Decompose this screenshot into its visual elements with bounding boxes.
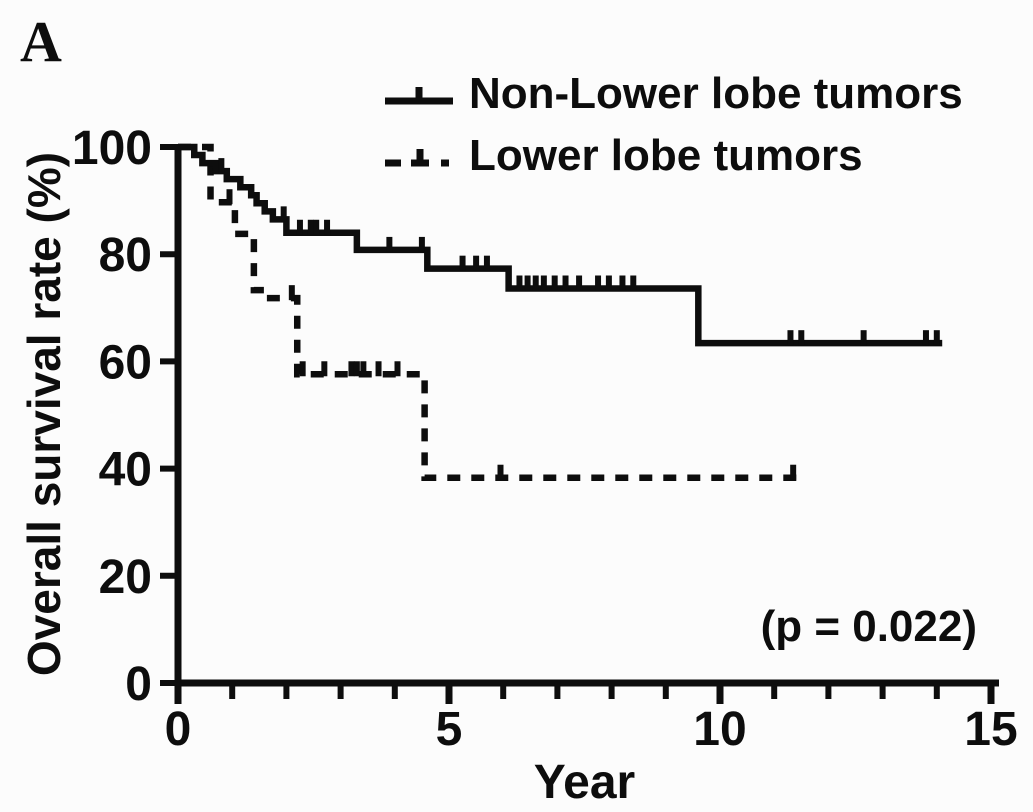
p-value-annotation: (p = 0.022) xyxy=(760,602,977,651)
svg-text:10: 10 xyxy=(693,703,746,756)
solid-line-marker xyxy=(385,87,453,105)
svg-text:0: 0 xyxy=(165,703,192,756)
legend-label-lower-lobe: Lower lobe tumors xyxy=(469,131,863,180)
svg-text:60: 60 xyxy=(99,336,152,389)
panel-label: A xyxy=(20,9,62,74)
legend-item-non-lower-lobe: Non-Lower lobe tumors xyxy=(383,66,963,122)
legend-label-non-lower-lobe: Non-Lower lobe tumors xyxy=(469,69,963,118)
legend: Non-Lower lobe tumors Lower lobe tumors xyxy=(383,66,963,184)
svg-text:80: 80 xyxy=(99,229,152,282)
legend-item-lower-lobe: Lower lobe tumors xyxy=(383,128,963,184)
svg-text:100: 100 xyxy=(72,122,152,175)
svg-text:20: 20 xyxy=(99,551,152,604)
svg-text:5: 5 xyxy=(436,703,463,756)
x-axis-title: Year xyxy=(533,756,636,809)
svg-text:0: 0 xyxy=(125,658,152,711)
svg-text:40: 40 xyxy=(99,444,152,497)
dashed-line-marker xyxy=(385,149,449,167)
svg-text:15: 15 xyxy=(964,703,1017,756)
